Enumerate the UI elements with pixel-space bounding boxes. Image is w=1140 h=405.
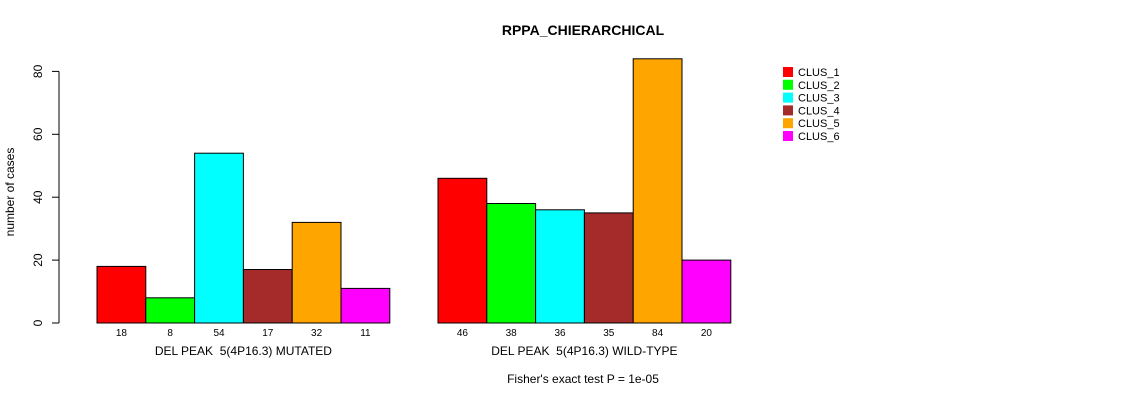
bar-clus-3: [535, 209, 585, 324]
bar-count-label: 8: [167, 328, 173, 339]
bar-count-label: 18: [116, 328, 128, 339]
legend-label: CLUS_6: [798, 131, 840, 143]
y-tick-label: 20: [31, 253, 45, 267]
y-tick-label: 0: [31, 319, 45, 326]
bar-groups: 18 8 54 17 32 11 DEL PEAK 5(4P16.3) MUTATED 46 3…: [96, 58, 732, 358]
legend-swatch: [783, 131, 793, 141]
fisher-test-footnote: Fisher's exact test P = 1e-05: [507, 372, 659, 386]
y-tick-label: 80: [31, 64, 45, 78]
legend-label: CLUS_3: [798, 93, 840, 105]
bar-count-label: 11: [360, 328, 371, 339]
legend-swatch: [783, 79, 793, 90]
bar-clus-2: [145, 297, 196, 324]
legend-label: CLUS_2: [798, 80, 840, 92]
group-label: DEL PEAK 5(4P16.3) MUTATED: [155, 344, 332, 358]
bar-count-label: 38: [506, 328, 518, 339]
bar-clus-4: [583, 212, 634, 324]
bar-clus-4: [242, 269, 293, 324]
legend-label: CLUS_5: [798, 118, 840, 130]
legend-swatch: [783, 105, 793, 116]
y-tick-label: 40: [31, 190, 45, 204]
bar-count-label: 84: [652, 328, 664, 339]
bar-count-label: 17: [262, 328, 274, 339]
y-axis-label: number of cases: [3, 148, 17, 237]
chart-title: RPPA_CHIERARCHICAL: [502, 22, 665, 38]
bar-count-label: 35: [603, 328, 615, 339]
legend-swatch: [783, 67, 793, 77]
bar-clus-2: [486, 203, 537, 324]
bar-clus-1: [437, 177, 488, 324]
legend-swatch: [783, 118, 793, 129]
y-axis: 0 20 40 60 80: [31, 64, 60, 326]
legend-swatch: [783, 92, 793, 103]
legend-label: CLUS_1: [798, 67, 840, 79]
bar-clus-3: [194, 152, 244, 324]
bar-group: 46 38 36 35 84 20 DEL PEAK 5(4P16.3) WILD-TYPE: [437, 58, 732, 358]
bar-count-label: 36: [554, 328, 566, 339]
y-tick-label: 60: [31, 127, 45, 141]
bar-group: 18 8 54 17 32 11 DEL PEAK 5(4P16.3) MUTATED: [96, 152, 391, 358]
legend-label: CLUS_4: [798, 105, 840, 117]
bar-count-label: 46: [457, 328, 469, 339]
group-label: DEL PEAK 5(4P16.3) WILD-TYPE: [491, 344, 677, 358]
bar-clus-5: [291, 221, 342, 324]
bar-clus-1: [96, 265, 147, 324]
bar-clus-5: [632, 58, 683, 324]
bar-count-label: 54: [213, 328, 225, 339]
bar-clus-6: [681, 259, 732, 324]
bar-count-label: 32: [311, 328, 323, 339]
bar-clus-6: [340, 287, 391, 324]
bar-count-label: 20: [701, 328, 713, 339]
